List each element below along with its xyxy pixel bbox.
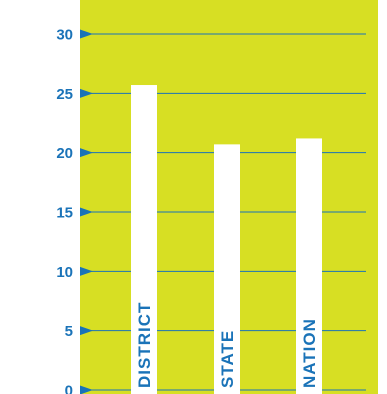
- tick-marker-5: [80, 326, 93, 336]
- y-tick-label-5: 5: [65, 323, 73, 340]
- y-tick-label-10: 10: [56, 264, 73, 281]
- bar-label-nation: NATION: [300, 318, 319, 388]
- tick-marker-0: [80, 385, 93, 394]
- bar-district: [131, 85, 157, 394]
- y-tick-label-15: 15: [56, 205, 73, 222]
- y-tick-label-20: 20: [56, 145, 73, 162]
- tick-marker-25: [80, 88, 93, 98]
- bar-nation: [296, 138, 322, 394]
- bar-label-district: DISTRICT: [135, 302, 154, 388]
- y-tick-label-30: 30: [56, 27, 73, 44]
- y-tick-label-0: 0: [65, 383, 73, 394]
- y-axis: 0 5 10 15 20 25 30: [56, 27, 93, 394]
- y-tick-label-25: 25: [56, 86, 73, 103]
- tick-marker-15: [80, 207, 93, 217]
- bar-state: [214, 144, 240, 394]
- tick-marker-30: [80, 29, 93, 39]
- tick-marker-10: [80, 266, 93, 276]
- bar-labels: DISTRICT STATE NATION: [135, 302, 319, 388]
- tick-marker-20: [80, 148, 93, 158]
- bar-label-state: STATE: [218, 330, 237, 388]
- bars: [131, 85, 322, 394]
